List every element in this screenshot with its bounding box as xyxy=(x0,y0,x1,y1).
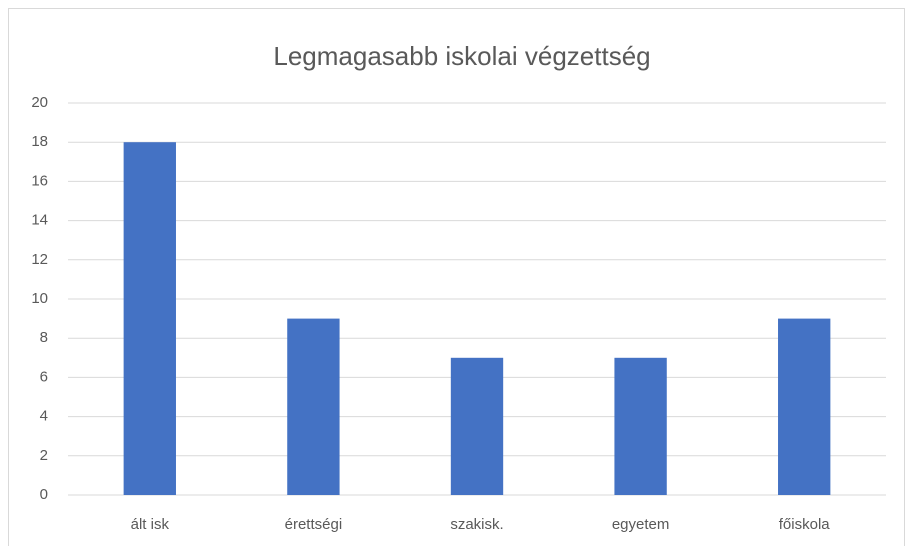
y-tick-label: 8 xyxy=(40,329,48,346)
bar xyxy=(123,142,176,495)
y-tick-label: 2 xyxy=(40,447,48,464)
bar xyxy=(778,318,831,495)
y-tick-label: 14 xyxy=(31,212,48,229)
y-tick-label: 12 xyxy=(31,251,48,268)
y-tick-label: 6 xyxy=(40,368,48,385)
x-tick-label: ált isk xyxy=(131,516,170,533)
x-tick-label: szakisk. xyxy=(450,516,503,533)
y-tick-label: 10 xyxy=(31,290,48,307)
x-tick-label: érettségi xyxy=(285,516,343,533)
y-tick-label: 4 xyxy=(40,408,48,425)
y-tick-label: 0 xyxy=(40,486,48,503)
bar xyxy=(614,357,667,495)
bar xyxy=(287,318,340,495)
y-tick-label: 16 xyxy=(31,172,48,189)
y-tick-label: 20 xyxy=(31,94,48,111)
y-tick-label: 18 xyxy=(31,133,48,150)
chart-title: Legmagasabb iskolai végzettség xyxy=(273,41,650,71)
bar xyxy=(450,357,504,495)
x-tick-label: egyetem xyxy=(612,516,670,533)
x-tick-label: főiskola xyxy=(779,516,831,533)
